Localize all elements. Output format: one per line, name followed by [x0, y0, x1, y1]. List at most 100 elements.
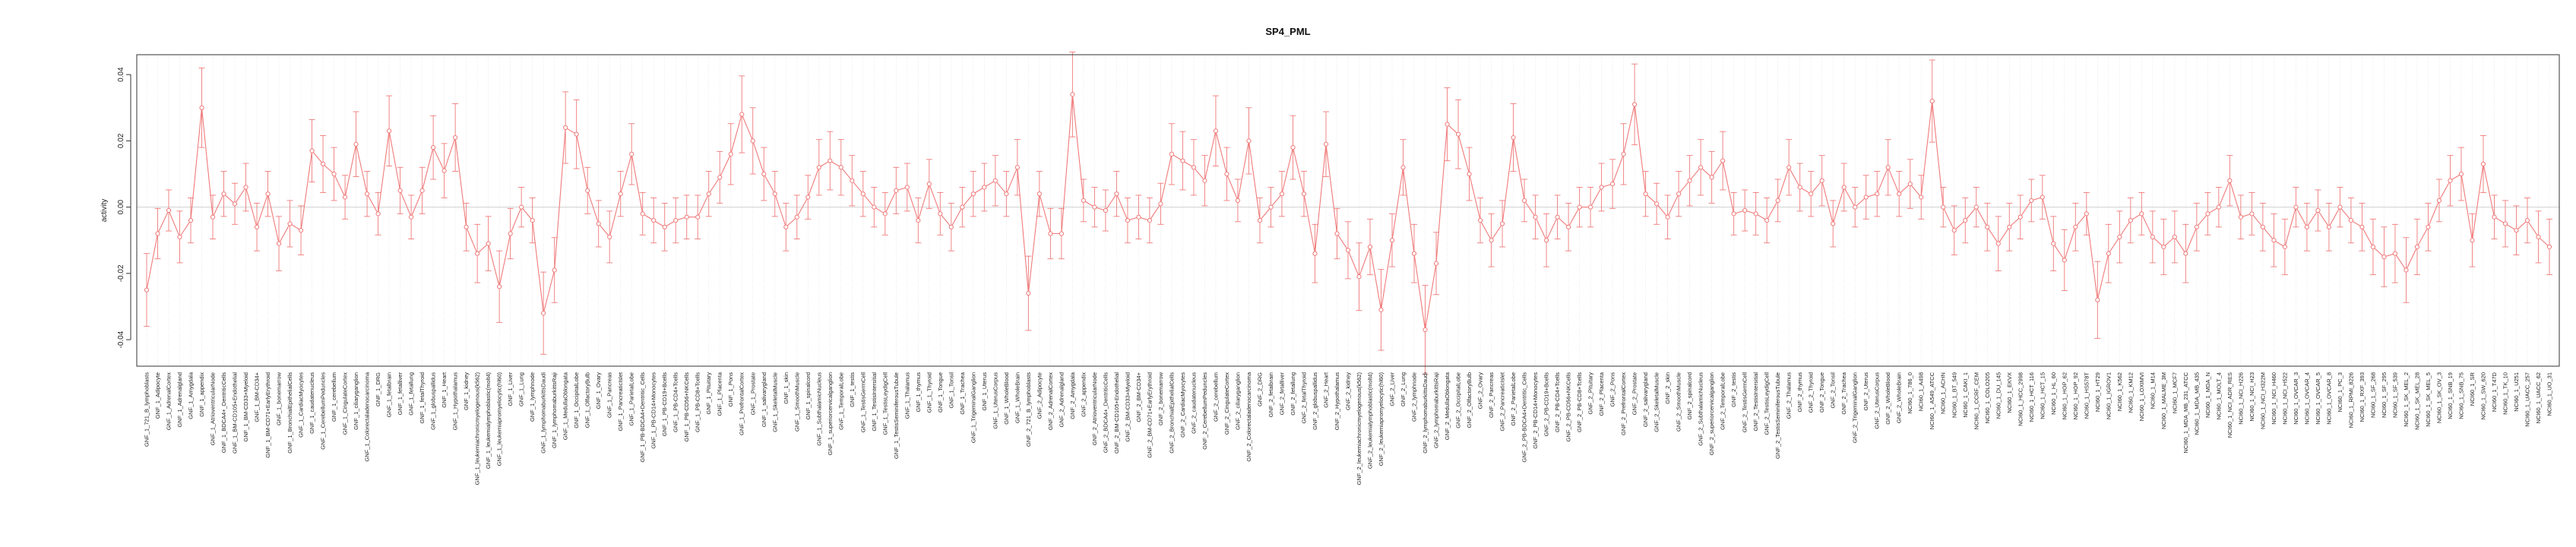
x-tick-label: GNF_1_leukemialymphoblastic(molt4): [485, 372, 492, 470]
x-tick-label: GNF_1_Lung: [518, 372, 525, 406]
x-tick-label: NCI60_1_BT_549: [1951, 372, 1957, 418]
x-tick-label: NCI60_1_HOP_92: [2072, 372, 2079, 420]
grid-lines: [146, 55, 2550, 366]
x-tick-label: GNF_1_721_B_lymphoblasts: [144, 372, 150, 447]
data-point: [397, 188, 403, 193]
x-tick-label: GNF_2_SmoothMuscle: [1676, 372, 1682, 432]
data-point: [1511, 134, 1516, 141]
data-point: [1831, 221, 1836, 226]
data-point: [2546, 244, 2552, 250]
data-point: [2017, 214, 2023, 220]
x-tick-label: GNF_1_AtrioventricularNode: [210, 372, 217, 445]
data-point: [2502, 221, 2508, 226]
x-tick-label: GNF_2_thymus: [1796, 372, 1803, 413]
y-tick-label: -0.04: [117, 330, 125, 348]
data-point: [2106, 251, 2111, 256]
data-point: [177, 234, 182, 239]
data-point: [464, 224, 469, 229]
data-point: [1467, 171, 1472, 177]
x-tick-label: NCI60_1_MCF7: [2171, 372, 2178, 413]
data-point: [563, 125, 568, 131]
data-point: [1951, 228, 1957, 233]
x-tick-label: GNF_2_caudatenucleus: [1190, 372, 1197, 434]
x-tick-label: NCI60_1_HT29: [2094, 372, 2101, 412]
data-point: [409, 214, 414, 220]
x-tick-label: GNF_1_UterusCorpus: [992, 372, 998, 429]
data-point: [750, 138, 755, 144]
data-point: [970, 191, 976, 197]
x-tick-label: NCI60_1_SW_620: [2479, 372, 2486, 420]
data-point: [1853, 204, 1858, 210]
data-point: [1246, 138, 1252, 144]
x-tick-label: NCI60_1_MDA_MB_231_ATCC: [2182, 372, 2189, 453]
data-point: [1995, 241, 2001, 246]
data-point: [2414, 244, 2420, 250]
x-tick-label: GNF_1_leukemiapromyelocytic(hl60): [496, 372, 503, 466]
data-point: [453, 134, 458, 141]
x-tick-label: GNF_2_lymphnode: [1411, 372, 1418, 422]
x-tick-label: GNF_2_BM-CD33+Myeloid: [1124, 372, 1131, 442]
x-tick-label: GNF_1_CerebellumPeduncles: [320, 372, 327, 450]
data-point: [794, 214, 799, 220]
data-point: [607, 234, 612, 239]
data-point: [1973, 204, 1979, 210]
x-tick-label: GNF_1_spinalcord: [805, 372, 812, 420]
x-tick-label: GNF_2_DRG: [1256, 372, 1263, 406]
data-point: [2260, 224, 2265, 229]
data-point: [629, 151, 635, 157]
x-tick-label: GNF_2_Pons: [1609, 372, 1616, 407]
x-tick-label: GNF_2_Lung: [1400, 372, 1407, 406]
data-point: [1764, 217, 1770, 223]
data-point: [1720, 158, 1726, 163]
x-tick-label: GNF_1_Placenta: [717, 372, 723, 416]
x-tick-label: NCI60_1_NCI_ADR_RES: [2226, 372, 2233, 438]
x-tick-label: GNF_2_lymphomaburkittsDaudi: [1422, 372, 1429, 454]
x-tick-label: GNF_1_globuspallidus: [430, 372, 437, 430]
x-tick-label: NCI60_1_T47D: [2491, 372, 2498, 412]
data-point: [188, 217, 194, 223]
data-point: [144, 287, 150, 292]
data-point: [882, 211, 888, 217]
x-tick-label: GNF_2_Pituitary: [1587, 372, 1594, 415]
y-tick-label: -0.02: [117, 264, 125, 282]
x-tick-label: GNF_1_Colorectaladenocarcinoma: [364, 372, 371, 461]
data-point: [254, 224, 260, 229]
data-point: [1202, 178, 1207, 183]
data-point: [2426, 224, 2431, 229]
x-tick-label: NCI60_1_HL_60: [2050, 372, 2057, 415]
data-point: [2326, 224, 2332, 229]
x-tick-label: NCI60_1_SNB_75: [2457, 372, 2464, 419]
data-point: [199, 105, 204, 110]
x-tick-label: GNF_2_Colorectaladenocarcinoma: [1245, 372, 1252, 461]
y-tick-label: 0.02: [117, 133, 125, 148]
x-tick-label: GNF_2_cerebellum: [1212, 372, 1219, 422]
x-tick-label: GNF_1_salivarygland: [761, 372, 767, 427]
x-tick-label: GNF_1_BDCA4+_DentriticCells: [220, 372, 227, 453]
data-point: [1334, 231, 1340, 236]
data-point: [486, 241, 491, 246]
x-tick-label: GNF_1_DRG: [375, 372, 381, 406]
x-tick-label: GNF_1_appendix: [198, 372, 205, 417]
x-tick-label: NCI60_1_M14: [2149, 372, 2156, 409]
x-tick-label: GNF_2_Adrenalgland: [1058, 372, 1065, 428]
data-point: [1136, 214, 1141, 220]
x-tick-label: NCI60_1_OVCAR_3: [2293, 372, 2299, 425]
x-tick-label: GNF_2_leukemialymphoblastic(molt4): [1367, 372, 1374, 470]
data-point: [1081, 198, 1086, 204]
data-point: [2172, 234, 2177, 239]
x-tick-label: NCI60_1_HCC_2998: [2017, 372, 2024, 426]
data-point: [210, 214, 216, 220]
data-point: [1213, 128, 1219, 134]
x-tick-label: GNF_2_Liver: [1389, 372, 1396, 406]
x-tick-label: NCI60_1_HCT_15: [2039, 372, 2046, 419]
data-point: [221, 191, 226, 197]
data-point: [1499, 221, 1505, 226]
x-tick-label: GNF_1_TrigeminalGanglion: [970, 372, 976, 443]
data-point: [497, 284, 502, 289]
x-tick-label: GNF_2_spinalcord: [1686, 372, 1693, 420]
data-point: [419, 188, 425, 193]
data-point: [1941, 204, 1946, 210]
data-point: [1687, 178, 1692, 183]
x-tick-label: NCI60_1_HS578T: [2083, 372, 2090, 419]
x-tick-label: GNF_1_bonemarrow: [276, 372, 283, 425]
